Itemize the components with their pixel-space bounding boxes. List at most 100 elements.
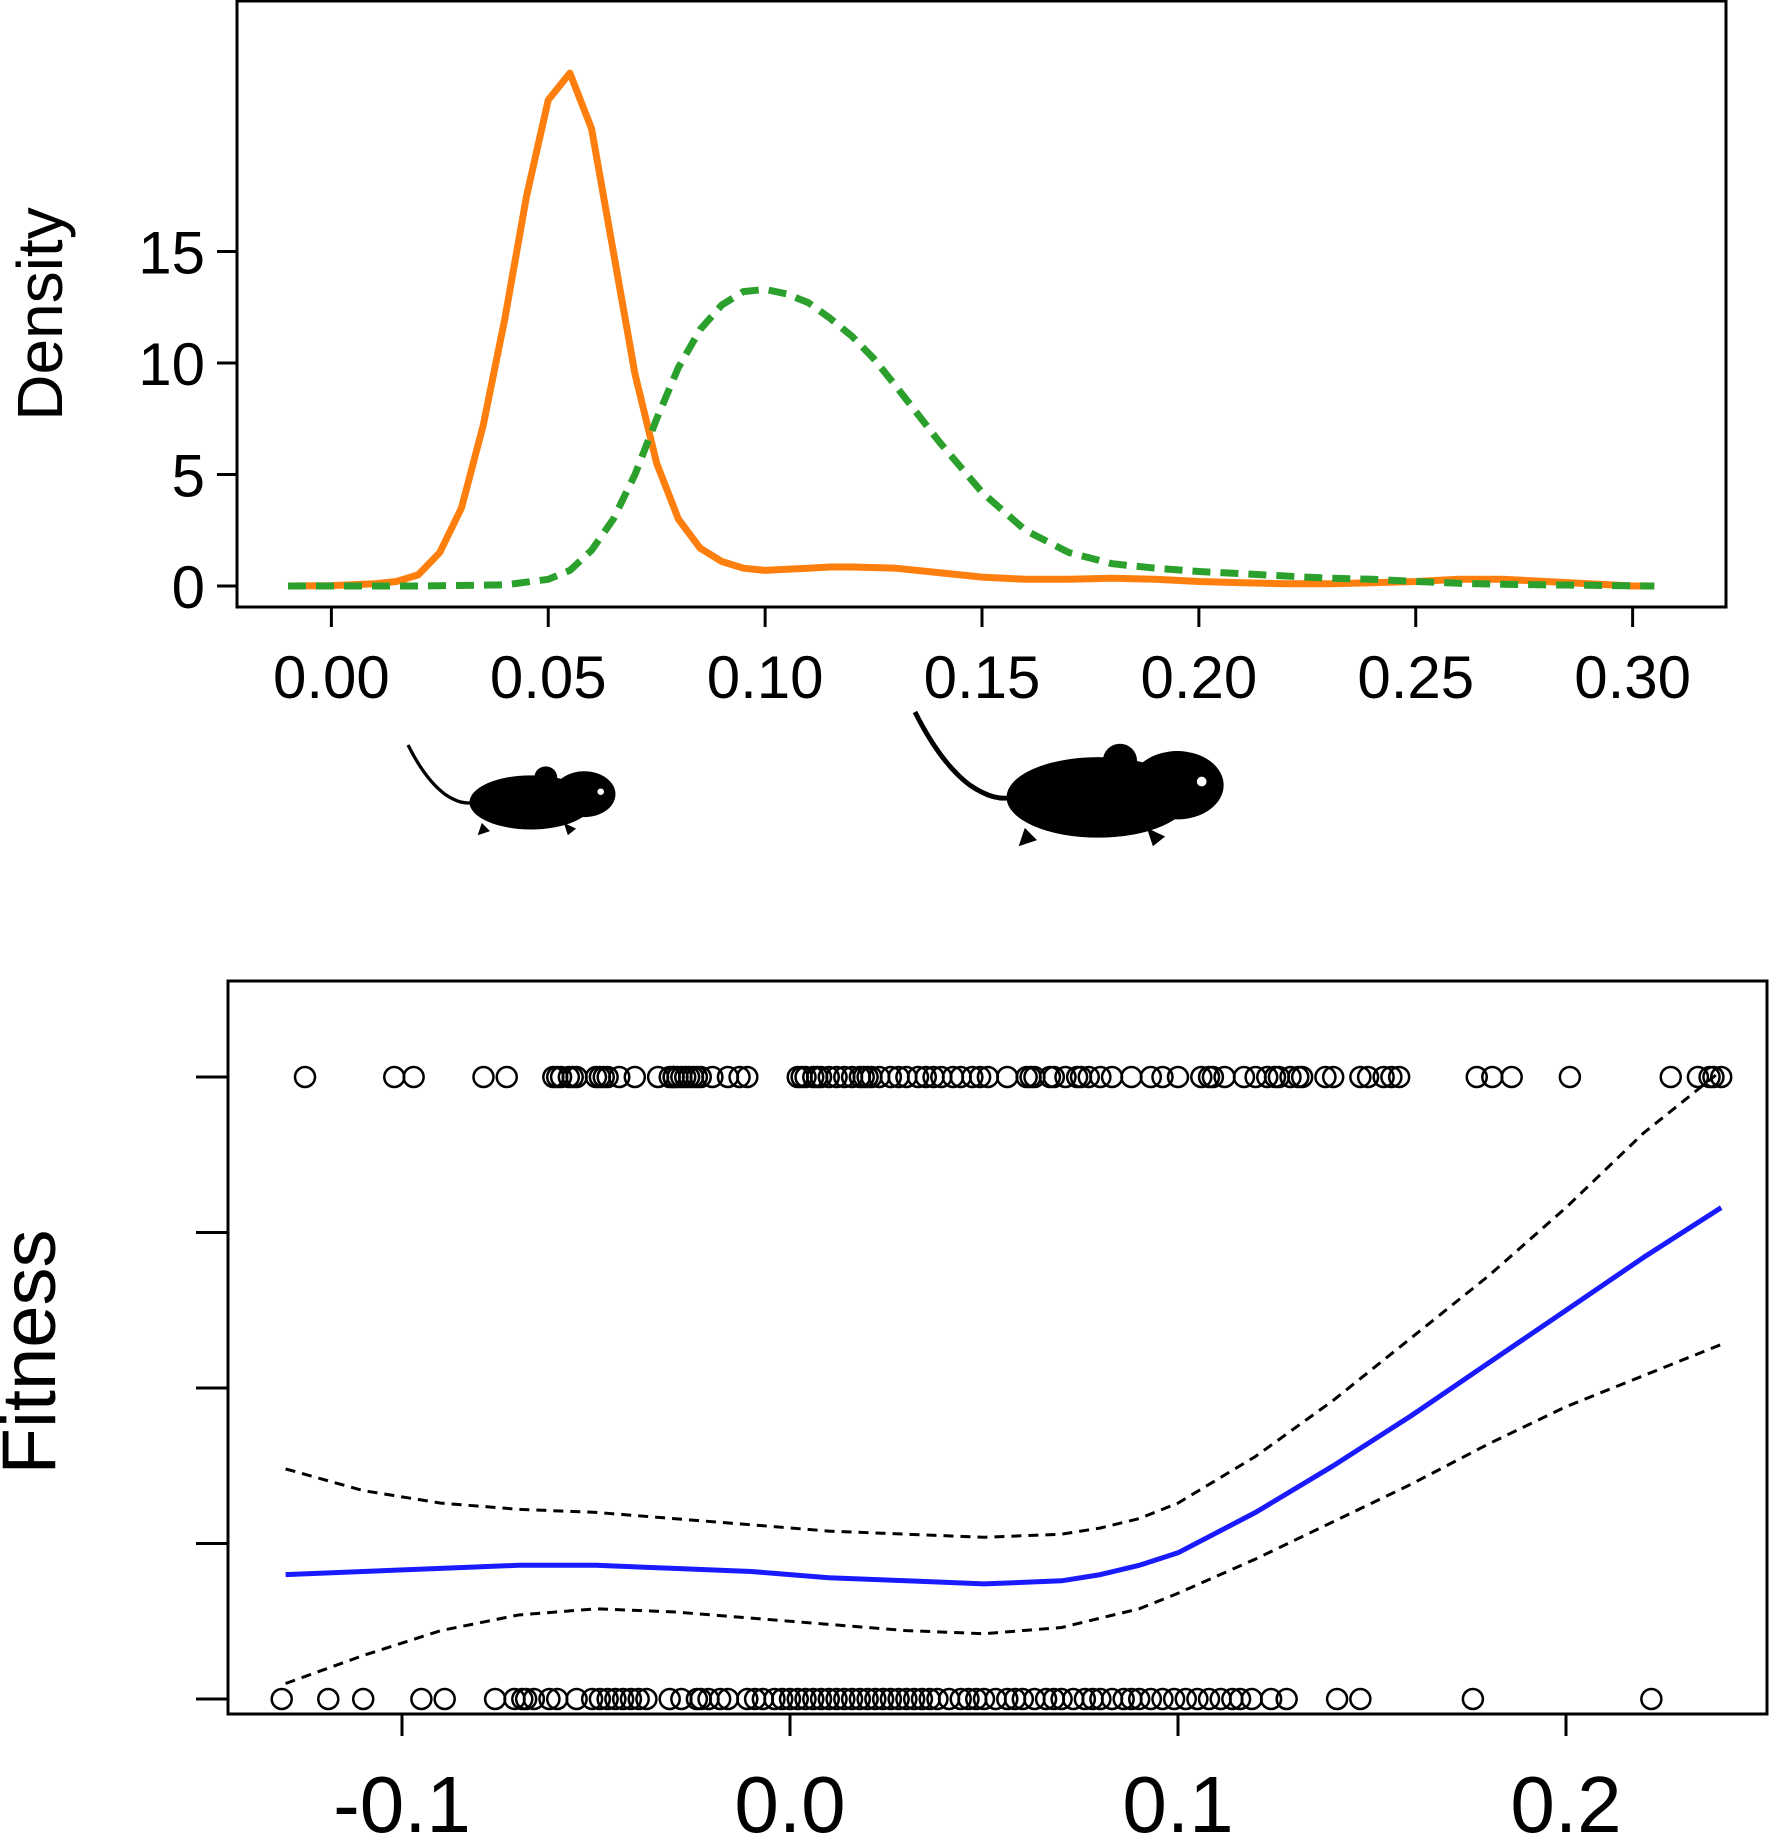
point-fitness-0 [856, 1687, 879, 1711]
point-fitness-1 [596, 1065, 619, 1089]
point-fitness-1 [996, 1065, 1019, 1089]
point-fitness-0 [736, 1687, 759, 1711]
point-fitness-0 [1050, 1687, 1073, 1711]
point-fitness-1 [1232, 1065, 1256, 1089]
point-fitness-1 [716, 1065, 740, 1089]
point-fitness-1 [817, 1065, 841, 1089]
point-fitness-1 [1139, 1065, 1163, 1089]
point-fitness-0 [786, 1687, 810, 1711]
point-fitness-0 [538, 1687, 561, 1711]
series-group [287, 69, 1655, 590]
point-fitness-1 [1387, 1065, 1411, 1089]
point-fitness-0 [708, 1687, 732, 1711]
point-fitness-0 [611, 1687, 635, 1711]
point-fitness-0 [619, 1687, 643, 1711]
point-fitness-1 [736, 1065, 759, 1089]
point-fitness-0 [514, 1687, 538, 1711]
x-axis: 0.00 0.05 0.10 0.15 0.20 0.25 0.30 [273, 605, 1691, 711]
point-fitness-0 [1061, 1687, 1085, 1711]
point-fitness-0 [1023, 1687, 1046, 1711]
y-tick-label: 15 [138, 220, 205, 287]
point-fitness-1 [1190, 1065, 1213, 1089]
point-fitness-0 [1640, 1687, 1663, 1711]
point-fitness-0 [809, 1687, 833, 1711]
point-fitness-1 [1314, 1065, 1337, 1089]
fit-line [285, 1205, 1723, 1587]
point-fitness-1 [1356, 1065, 1380, 1089]
point-fitness-0 [1325, 1687, 1349, 1711]
point-fitness-1 [689, 1065, 713, 1089]
point-fitness-1 [1279, 1065, 1302, 1089]
point-fitness-0 [1127, 1687, 1151, 1711]
point-fitness-1 [1290, 1065, 1314, 1089]
point-fitness-1 [794, 1065, 817, 1089]
point-fitness-1 [1244, 1065, 1267, 1089]
point-fitness-1 [382, 1065, 406, 1089]
fitness-plot: -0.1 0.0 0.1 0.2 Fitness [0, 979, 1769, 1842]
point-fitness-0 [483, 1687, 507, 1711]
point-fitness-0 [840, 1687, 864, 1711]
point-fitness-1 [1659, 1065, 1683, 1089]
point-fitness-0 [410, 1687, 433, 1711]
point-fitness-0 [270, 1687, 293, 1711]
x-tick-label: 0.10 [707, 644, 824, 711]
point-fitness-0 [1112, 1687, 1135, 1711]
point-fitness-0 [658, 1687, 681, 1711]
point-fitness-1 [1702, 1065, 1725, 1089]
point-fitness-0 [972, 1687, 996, 1711]
y-axis-title: Density [4, 207, 76, 420]
x-tick-label: 0.20 [1140, 644, 1257, 711]
point-fitness-0 [1209, 1687, 1232, 1711]
point-fitness-1 [1465, 1065, 1489, 1089]
x-axis: -0.1 0.0 0.1 0.2 [333, 1712, 1622, 1842]
point-fitness-0 [433, 1687, 456, 1711]
y-tick-label: 10 [138, 331, 205, 398]
point-fitness-0 [1100, 1687, 1124, 1711]
point-fitness-0 [825, 1687, 848, 1711]
point-fitness-0 [1197, 1687, 1221, 1711]
point-fitness-0 [1151, 1687, 1174, 1711]
point-fitness-0 [1461, 1687, 1485, 1711]
point-fitness-0 [864, 1687, 887, 1711]
point-fitness-0 [351, 1687, 375, 1711]
point-fitness-0 [937, 1687, 961, 1711]
point-fitness-0 [1174, 1687, 1198, 1711]
y-tick-label: 5 [172, 443, 205, 510]
point-fitness-1 [728, 1065, 751, 1089]
point-fitness-0 [895, 1687, 918, 1711]
point-fitness-0 [565, 1687, 588, 1711]
point-fitness-1 [879, 1065, 903, 1089]
point-fitness-0 [833, 1687, 856, 1711]
point-fitness-0 [522, 1687, 546, 1711]
point-fitness-0 [1228, 1687, 1252, 1711]
point-fitness-1 [968, 1065, 992, 1089]
point-fitness-0 [778, 1687, 802, 1711]
point-fitness-1 [1077, 1065, 1101, 1089]
points-group [270, 1065, 1733, 1711]
point-fitness-1 [961, 1065, 984, 1089]
plot-frame [226, 979, 1769, 1716]
point-fitness-0 [627, 1687, 650, 1711]
point-fitness-1 [906, 1065, 930, 1089]
point-fitness-1 [1100, 1065, 1124, 1089]
y-axis: 0 5 10 15 [138, 220, 237, 621]
x-tick-label: 0.2 [1510, 1760, 1621, 1842]
point-fitness-1 [1054, 1065, 1077, 1089]
x-tick-label: 0.30 [1574, 644, 1691, 711]
point-fitness-1 [608, 1065, 631, 1089]
point-fitness-0 [871, 1687, 895, 1711]
point-fitness-0 [1186, 1687, 1209, 1711]
point-fitness-0 [926, 1687, 949, 1711]
x-tick-label: 0.25 [1357, 644, 1474, 711]
point-fitness-0 [580, 1687, 604, 1711]
small-mouse-icon [406, 744, 616, 836]
point-fitness-1 [825, 1065, 848, 1089]
point-fitness-1 [402, 1065, 425, 1089]
x-tick-label: 0.0 [734, 1760, 845, 1842]
x-tick-label: -0.1 [333, 1760, 471, 1842]
point-fitness-1 [1380, 1065, 1403, 1089]
density-plot: 0.00 0.05 0.10 0.15 0.20 0.25 0.30 0 5 10 15 Dens… [4, 0, 1728, 711]
point-fitness-0 [1139, 1687, 1163, 1711]
ci-upper-line [285, 1069, 1723, 1539]
point-fitness-1 [1213, 1065, 1236, 1089]
